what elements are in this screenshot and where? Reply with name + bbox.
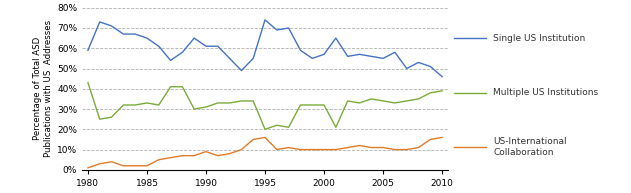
Text: US-International
Collaboration: US-International Collaboration (493, 137, 567, 157)
Text: Multiple US Institutions: Multiple US Institutions (493, 88, 598, 97)
Y-axis label: Percentage of Total ASD
Publications with US  Addresses: Percentage of Total ASD Publications wit… (33, 20, 53, 157)
Text: Single US Institution: Single US Institution (493, 34, 586, 43)
